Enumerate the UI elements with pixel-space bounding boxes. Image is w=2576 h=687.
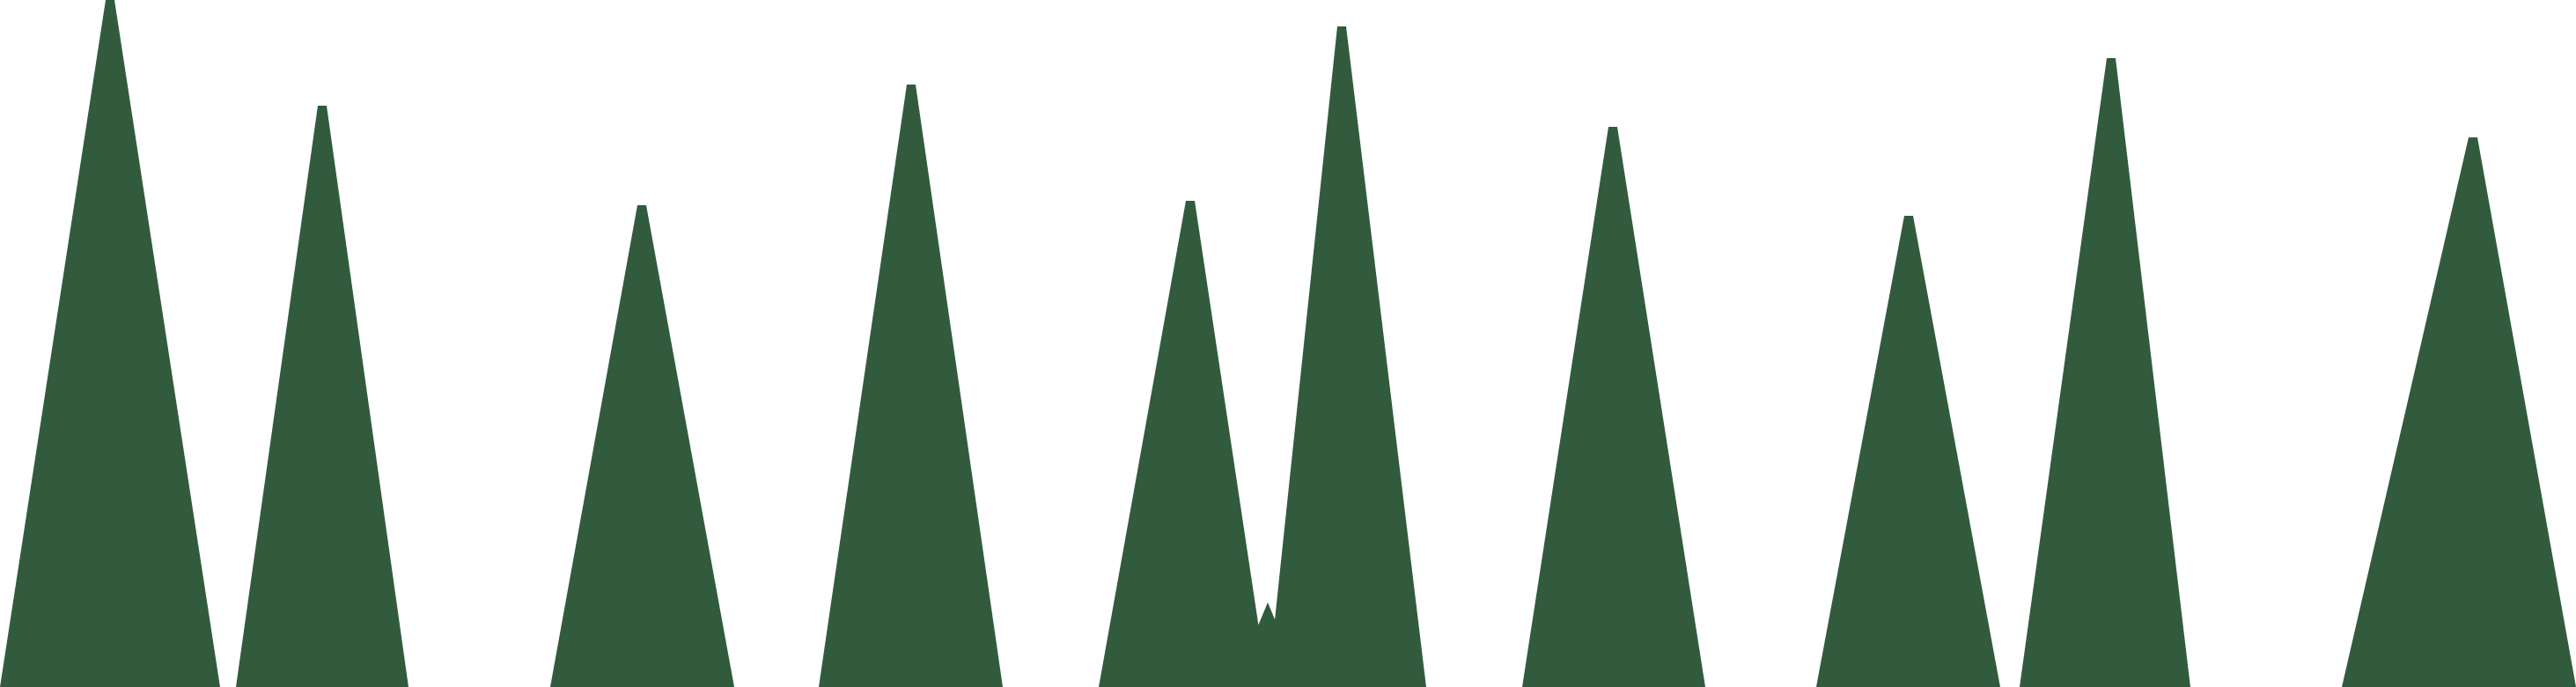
spike-11 (1233, 602, 1303, 687)
spike-4 (819, 85, 1003, 687)
spike-2 (236, 106, 408, 687)
spike-3 (550, 205, 734, 687)
spike-1 (0, 0, 220, 687)
spike-8 (1816, 216, 2000, 687)
spike-5 (1099, 201, 1268, 687)
spike-7 (1522, 127, 1705, 687)
spike-9 (2020, 58, 2190, 687)
spike-6 (1268, 26, 1426, 687)
spike-10 (2342, 137, 2576, 687)
